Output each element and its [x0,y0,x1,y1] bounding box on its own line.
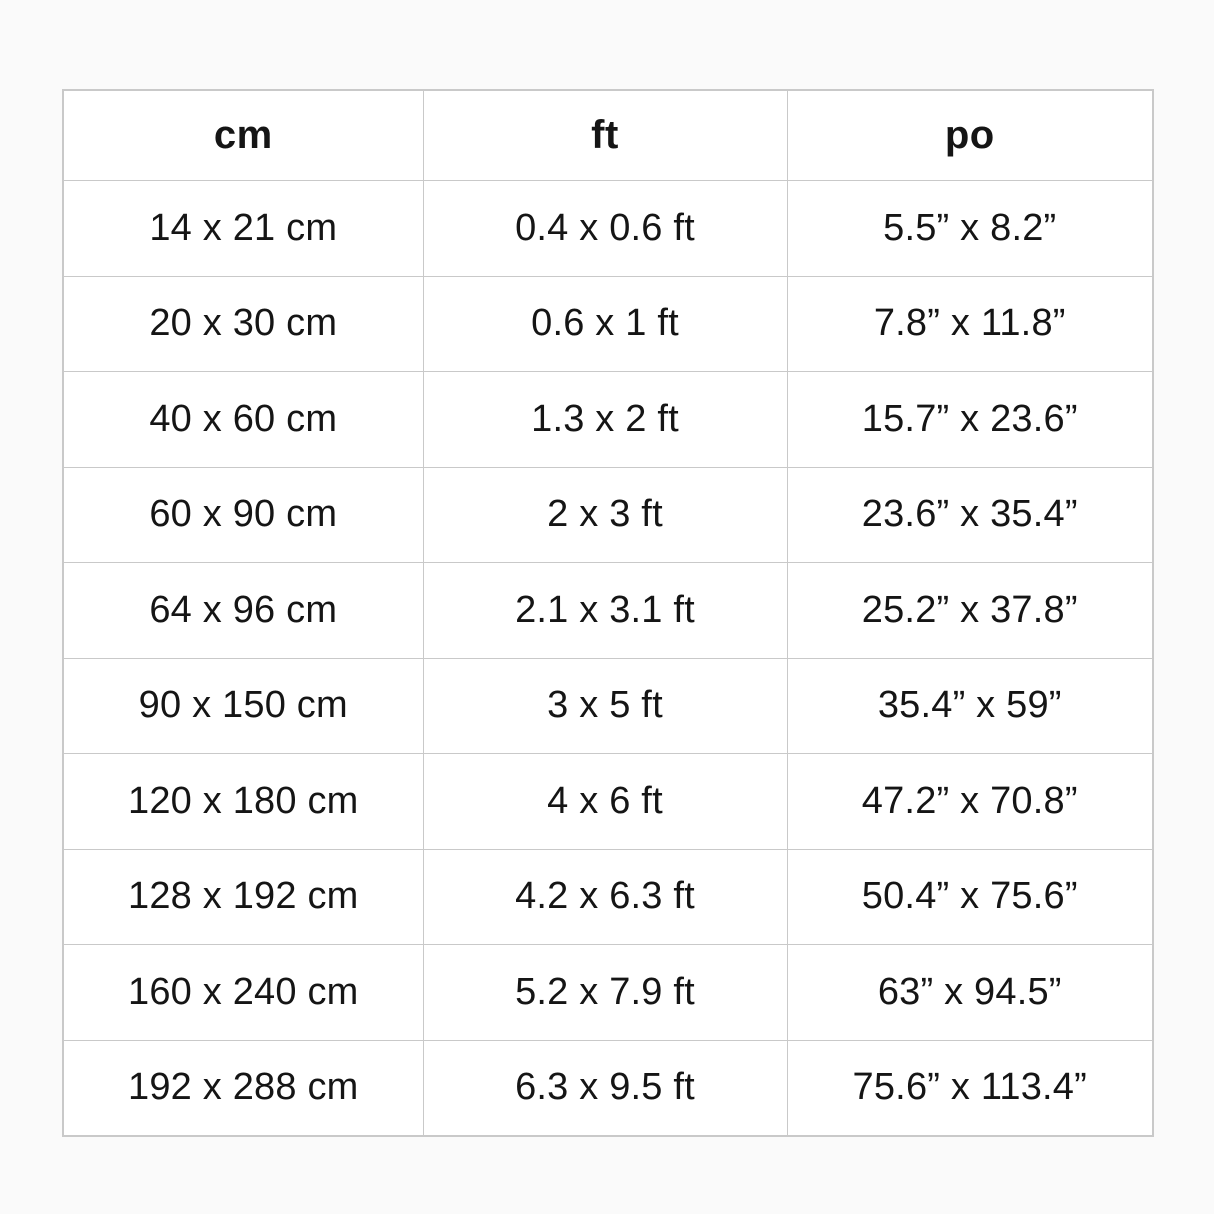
table-cell-cm: 120 x 180 cm [63,753,424,850]
table-cell-ft: 6.3 x 9.5 ft [422,1039,788,1136]
table-row: 20 x 30 cm 0.6 x 1 ft 7.8” x 11.8” [63,275,1153,372]
column-header-ft: ft [422,90,788,181]
table-cell-po: 15.7” x 23.6” [786,371,1153,468]
table-row: 120 x 180 cm 4 x 6 ft 47.2” x 70.8” [63,753,1153,850]
table-cell-po: 5.5” x 8.2” [786,180,1153,277]
table-cell-ft: 1.3 x 2 ft [422,371,788,468]
table-row: 128 x 192 cm 4.2 x 6.3 ft 50.4” x 75.6” [63,848,1153,945]
table-row: 64 x 96 cm 2.1 x 3.1 ft 25.2” x 37.8” [63,562,1153,659]
table-cell-ft: 2.1 x 3.1 ft [422,562,788,659]
table-cell-cm: 60 x 90 cm [63,466,424,563]
table-cell-po: 23.6” x 35.4” [786,466,1153,563]
header-row: cm ft po [63,90,1153,181]
table-row: 90 x 150 cm 3 x 5 ft 35.4” x 59” [63,657,1153,754]
table-cell-ft: 3 x 5 ft [422,657,788,754]
table-cell-ft: 2 x 3 ft [422,466,788,563]
table-cell-ft: 4 x 6 ft [422,753,788,850]
table-row: 160 x 240 cm 5.2 x 7.9 ft 63” x 94.5” [63,944,1153,1041]
table-cell-cm: 160 x 240 cm [63,944,424,1041]
table-row: 14 x 21 cm 0.4 x 0.6 ft 5.5” x 8.2” [63,180,1153,277]
table-cell-po: 25.2” x 37.8” [786,562,1153,659]
column-header-cm: cm [63,90,424,181]
table-cell-cm: 192 x 288 cm [63,1039,424,1136]
table-row: 192 x 288 cm 6.3 x 9.5 ft 75.6” x 113.4” [63,1039,1153,1136]
table-cell-ft: 5.2 x 7.9 ft [422,944,788,1041]
column-header-po: po [786,90,1153,181]
table-cell-po: 50.4” x 75.6” [786,848,1153,945]
table-cell-cm: 90 x 150 cm [63,657,424,754]
table-cell-cm: 14 x 21 cm [63,180,424,277]
table-body: 14 x 21 cm 0.4 x 0.6 ft 5.5” x 8.2” 20 x 30… [63,180,1153,1136]
print-size-conversion-table: cm ft po 14 x 21 cm 0.4 x 0.6 ft 5.5” x 8.… [62,89,1154,1137]
table-cell-cm: 64 x 96 cm [63,562,424,659]
table-cell-ft: 0.4 x 0.6 ft [422,180,788,277]
table-cell-po: 35.4” x 59” [786,657,1153,754]
table-cell-po: 63” x 94.5” [786,944,1153,1041]
table-cell-cm: 40 x 60 cm [63,371,424,468]
table-cell-cm: 20 x 30 cm [63,275,424,372]
table-cell-ft: 4.2 x 6.3 ft [422,848,788,945]
table-cell-cm: 128 x 192 cm [63,848,424,945]
table-cell-po: 47.2” x 70.8” [786,753,1153,850]
table-row: 40 x 60 cm 1.3 x 2 ft 15.7” x 23.6” [63,371,1153,468]
table-cell-ft: 0.6 x 1 ft [422,275,788,372]
table-header: cm ft po [63,90,1153,181]
table-row: 60 x 90 cm 2 x 3 ft 23.6” x 35.4” [63,466,1153,563]
table-cell-po: 75.6” x 113.4” [786,1039,1153,1136]
table-cell-po: 7.8” x 11.8” [786,275,1153,372]
